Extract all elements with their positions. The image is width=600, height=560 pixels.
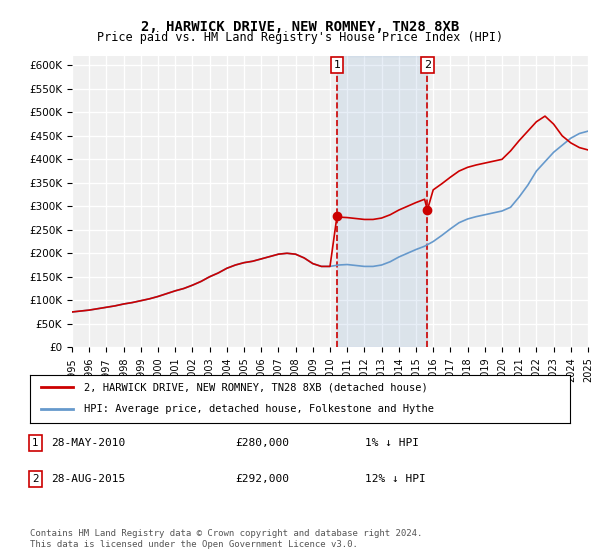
Text: £292,000: £292,000 <box>235 474 289 484</box>
Text: 2, HARWICK DRIVE, NEW ROMNEY, TN28 8XB: 2, HARWICK DRIVE, NEW ROMNEY, TN28 8XB <box>141 20 459 34</box>
Text: 12% ↓ HPI: 12% ↓ HPI <box>365 474 425 484</box>
Text: 1: 1 <box>334 60 341 70</box>
Bar <box>337 56 427 347</box>
Text: £280,000: £280,000 <box>235 438 289 448</box>
Text: 2: 2 <box>32 474 39 484</box>
Text: 1: 1 <box>32 438 39 448</box>
Text: 2: 2 <box>424 60 431 70</box>
Text: Price paid vs. HM Land Registry's House Price Index (HPI): Price paid vs. HM Land Registry's House … <box>97 31 503 44</box>
Text: Contains HM Land Registry data © Crown copyright and database right 2024.
This d: Contains HM Land Registry data © Crown c… <box>30 529 422 549</box>
Text: 2, HARWICK DRIVE, NEW ROMNEY, TN28 8XB (detached house): 2, HARWICK DRIVE, NEW ROMNEY, TN28 8XB (… <box>84 382 428 392</box>
Text: 28-AUG-2015: 28-AUG-2015 <box>52 474 126 484</box>
Text: HPI: Average price, detached house, Folkestone and Hythe: HPI: Average price, detached house, Folk… <box>84 404 434 414</box>
Text: 28-MAY-2010: 28-MAY-2010 <box>52 438 126 448</box>
Text: 1% ↓ HPI: 1% ↓ HPI <box>365 438 419 448</box>
